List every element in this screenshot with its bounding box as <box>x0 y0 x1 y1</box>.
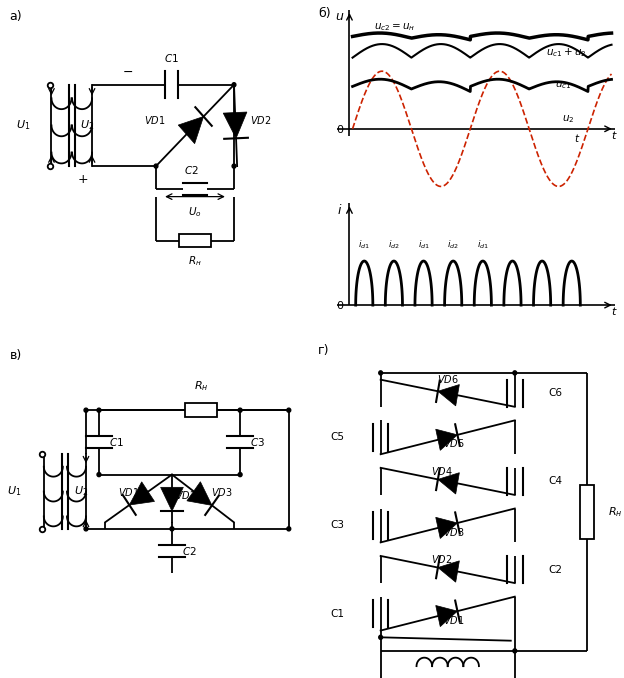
Text: C4: C4 <box>548 477 562 486</box>
Polygon shape <box>129 482 155 505</box>
Circle shape <box>97 408 101 412</box>
Polygon shape <box>438 473 459 494</box>
Text: C6: C6 <box>548 388 562 398</box>
Circle shape <box>84 408 88 412</box>
Circle shape <box>238 408 242 412</box>
Text: $u_{c2}=u_н$: $u_{c2}=u_н$ <box>374 21 416 33</box>
Text: $0$: $0$ <box>336 299 344 311</box>
Text: $U_1$: $U_1$ <box>7 485 22 498</box>
Text: $VD2$: $VD2$ <box>250 115 271 126</box>
Text: $+$: $+$ <box>77 173 89 186</box>
Text: $VD2$: $VD2$ <box>431 553 452 565</box>
Text: б): б) <box>318 7 331 20</box>
Text: C3: C3 <box>330 521 344 530</box>
Polygon shape <box>178 117 203 144</box>
Text: $VD1$: $VD1$ <box>118 485 140 498</box>
Circle shape <box>287 408 291 412</box>
Text: $C1$: $C1$ <box>109 437 124 448</box>
Text: $i_{d1}$: $i_{d1}$ <box>417 239 429 251</box>
Bar <box>185 403 217 417</box>
Text: $R_н$: $R_н$ <box>608 505 623 519</box>
Circle shape <box>97 473 101 477</box>
Text: $i$: $i$ <box>338 203 343 218</box>
Text: $i_{d1}$: $i_{d1}$ <box>358 239 370 251</box>
Text: $C2$: $C2$ <box>182 545 197 557</box>
Circle shape <box>513 371 517 375</box>
Bar <box>180 234 210 247</box>
Text: $i_{d1}$: $i_{d1}$ <box>477 239 489 251</box>
Circle shape <box>84 527 88 531</box>
Text: $R_н$: $R_н$ <box>194 380 208 393</box>
Polygon shape <box>438 561 459 582</box>
Text: $R_н$: $R_н$ <box>188 254 202 268</box>
Text: $VD1$: $VD1$ <box>443 614 465 626</box>
Text: $VD4$: $VD4$ <box>431 464 452 477</box>
Text: $t$: $t$ <box>612 305 618 317</box>
Polygon shape <box>438 384 459 406</box>
Text: C1: C1 <box>330 609 344 618</box>
Circle shape <box>287 527 291 531</box>
Text: $u_2$: $u_2$ <box>562 114 574 125</box>
Polygon shape <box>436 605 457 626</box>
Text: $VD5$: $VD5$ <box>443 437 465 450</box>
Text: $C2$: $C2$ <box>185 164 199 176</box>
Circle shape <box>513 649 517 653</box>
Text: $VD1$: $VD1$ <box>144 115 165 126</box>
Text: а): а) <box>9 10 22 23</box>
Polygon shape <box>160 487 183 511</box>
Text: $0$: $0$ <box>336 123 344 135</box>
Text: $VD6$: $VD6$ <box>437 373 459 385</box>
Text: $VD2$: $VD2$ <box>175 489 197 501</box>
Text: г): г) <box>318 344 329 357</box>
Text: $i_{d2}$: $i_{d2}$ <box>447 239 459 251</box>
Polygon shape <box>436 517 457 538</box>
Polygon shape <box>187 482 212 505</box>
Text: $t$: $t$ <box>612 129 618 141</box>
Circle shape <box>379 635 383 639</box>
Text: $VD3$: $VD3$ <box>443 525 465 538</box>
Text: в): в) <box>10 349 22 362</box>
Text: C5: C5 <box>330 433 344 442</box>
Polygon shape <box>223 112 247 138</box>
Circle shape <box>232 83 236 87</box>
Text: C2: C2 <box>548 565 562 574</box>
Bar <box>580 485 593 539</box>
Text: $C3$: $C3$ <box>250 437 265 448</box>
Circle shape <box>154 164 158 168</box>
Text: $U_1$: $U_1$ <box>16 119 31 132</box>
Circle shape <box>170 527 174 531</box>
Text: $u_{c1}$: $u_{c1}$ <box>555 79 572 91</box>
Text: $i_{d2}$: $i_{d2}$ <box>388 239 400 251</box>
Text: $VD3$: $VD3$ <box>211 485 233 498</box>
Polygon shape <box>436 429 457 450</box>
Text: $u$: $u$ <box>336 10 344 23</box>
Circle shape <box>379 371 383 375</box>
Text: $t$: $t$ <box>574 132 580 144</box>
Text: $U_2$: $U_2$ <box>80 119 94 132</box>
Text: $C1$: $C1$ <box>164 52 179 64</box>
Text: $-$: $-$ <box>122 64 134 78</box>
Circle shape <box>238 473 242 477</box>
Circle shape <box>232 164 236 168</box>
Text: $u_{c1}+u_2$: $u_{c1}+u_2$ <box>546 46 587 59</box>
Text: $U_o$: $U_o$ <box>188 205 202 219</box>
Text: $U_2$: $U_2$ <box>74 485 88 498</box>
